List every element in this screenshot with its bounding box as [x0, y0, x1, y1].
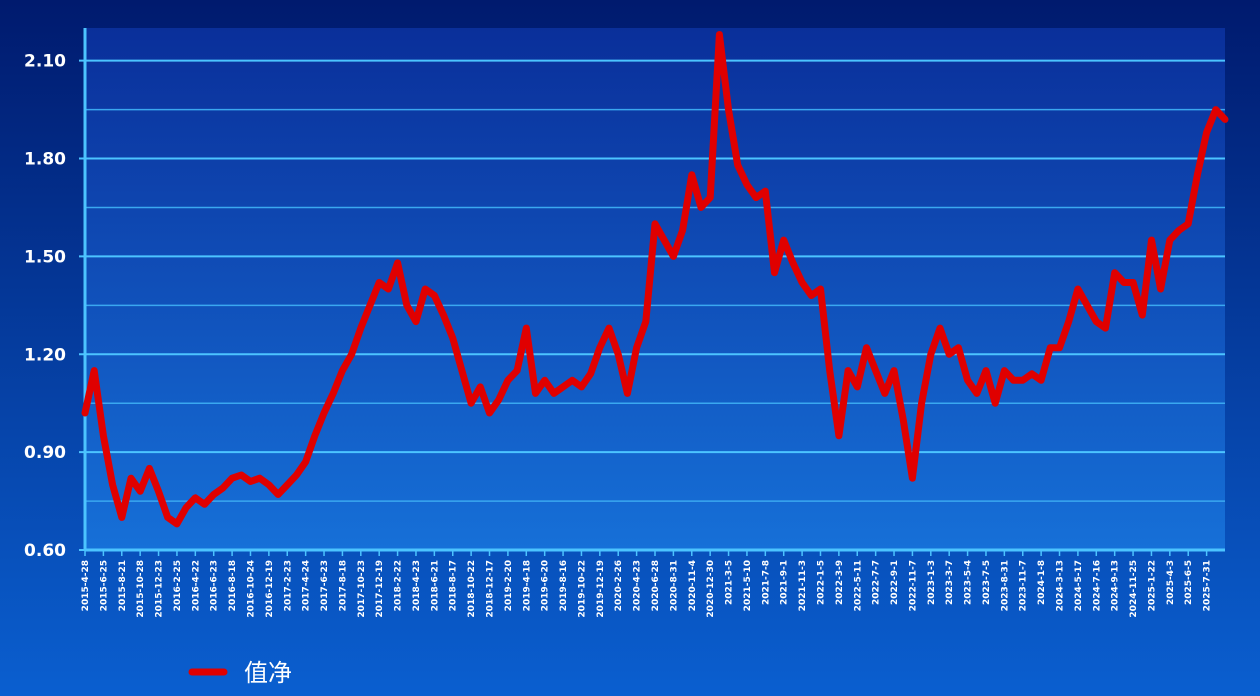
- x-tick-label: 2022-5-11: [853, 560, 863, 611]
- x-tick-label: 2021-7-8: [761, 560, 771, 605]
- x-tick-label: 2021-9-1: [780, 560, 790, 605]
- x-tick-label: 2020-2-26: [614, 560, 624, 611]
- x-tick-label: 2021-11-3: [798, 560, 808, 611]
- x-tick-label: 2019-12-19: [596, 560, 606, 618]
- x-tick-label: 2024-1-8: [1037, 560, 1047, 605]
- x-tick-label: 2020-12-30: [706, 560, 716, 618]
- x-tick-label: 2023-8-31: [1000, 560, 1010, 611]
- x-tick-label: 2019-8-16: [559, 560, 569, 611]
- x-tick-label: 2015-12-23: [155, 560, 165, 618]
- x-tick-label: 2017-4-24: [302, 560, 312, 611]
- x-tick-label: 2018-10-22: [467, 560, 477, 618]
- x-tick-label: 2016-8-18: [228, 560, 238, 611]
- x-tick-label: 2022-3-9: [835, 560, 845, 605]
- x-tick-label: 2023-3-7: [945, 560, 955, 605]
- x-tick-label: 2024-5-17: [1074, 560, 1084, 611]
- x-tick-label: 2019-4-18: [522, 560, 532, 611]
- x-tick-label: 2018-12-17: [486, 560, 496, 618]
- x-tick-label: 2016-6-23: [210, 560, 220, 611]
- x-tick-label: 2022-9-1: [890, 560, 900, 605]
- x-tick-label: 2023-1-3: [927, 560, 937, 605]
- x-tick-label: 2018-6-21: [430, 560, 440, 611]
- x-tick-label: 2018-4-23: [412, 560, 422, 611]
- y-tick-label: 0.90: [24, 443, 66, 463]
- x-tick-label: 2019-6-20: [541, 560, 551, 611]
- x-tick-label: 2016-2-25: [173, 560, 183, 611]
- x-tick-label: 2022-1-5: [816, 560, 826, 605]
- y-tick-label: 1.20: [24, 345, 66, 365]
- x-tick-label: 2023-5-4: [964, 560, 974, 605]
- x-tick-label: 2018-8-17: [449, 560, 459, 611]
- x-tick-label: 2015-6-25: [99, 560, 109, 611]
- x-tick-label: 2017-12-19: [375, 560, 385, 618]
- x-tick-label: 2022-11-7: [908, 560, 918, 611]
- y-tick-label: 0.60: [24, 541, 66, 561]
- x-tick-label: 2025-7-31: [1203, 560, 1213, 611]
- x-tick-label: 2017-6-23: [320, 560, 330, 611]
- x-tick-label: 2023-11-7: [1019, 560, 1029, 611]
- y-tick-label: 2.10: [24, 52, 66, 72]
- x-tick-label: 2025-4-3: [1166, 560, 1176, 605]
- plot-area: [85, 28, 1225, 550]
- x-tick-label: 2021-5-10: [743, 560, 753, 611]
- series-line: [81, 31, 1229, 528]
- x-tick-label: 2017-10-23: [357, 560, 367, 618]
- x-tick-label: 2019-2-20: [504, 560, 514, 611]
- x-tick-label: 2016-4-22: [191, 560, 201, 611]
- x-tick-label: 2017-8-18: [338, 560, 348, 611]
- x-tick-label: 2022-7-7: [872, 560, 882, 605]
- x-tick-label: 2024-3-13: [1056, 560, 1066, 611]
- x-tick-label: 2020-6-28: [651, 560, 661, 611]
- x-tick-label: 2020-4-23: [633, 560, 643, 611]
- x-tick-label: 2017-2-23: [283, 560, 293, 611]
- x-tick-label: 2016-10-24: [246, 560, 256, 618]
- x-tick-label: 2020-8-31: [669, 560, 679, 611]
- x-tick-label: 2020-11-4: [688, 560, 698, 611]
- x-tick-label: 2019-10-22: [577, 560, 587, 618]
- x-tick-label: 2025-1-22: [1147, 560, 1157, 611]
- x-tick-label: 2025-6-5: [1184, 560, 1194, 605]
- legend-label: 值净: [244, 659, 292, 687]
- y-tick-label: 1.50: [24, 247, 66, 267]
- x-tick-label: 2018-2-22: [394, 560, 404, 611]
- x-tick-label: 2024-11-25: [1129, 560, 1139, 618]
- x-tick-label: 2015-10-28: [136, 560, 146, 618]
- x-tick-label: 2016-12-19: [265, 560, 275, 618]
- x-tick-label: 2024-7-16: [1092, 560, 1102, 611]
- y-tick-label: 1.80: [24, 150, 66, 170]
- x-tick-label: 2023-7-5: [982, 560, 992, 605]
- x-tick-label: 2021-3-5: [725, 560, 735, 605]
- x-tick-label: 2024-9-13: [1111, 560, 1121, 611]
- x-tick-label: 2015-4-28: [81, 560, 91, 611]
- x-tick-label: 2015-8-21: [118, 560, 128, 611]
